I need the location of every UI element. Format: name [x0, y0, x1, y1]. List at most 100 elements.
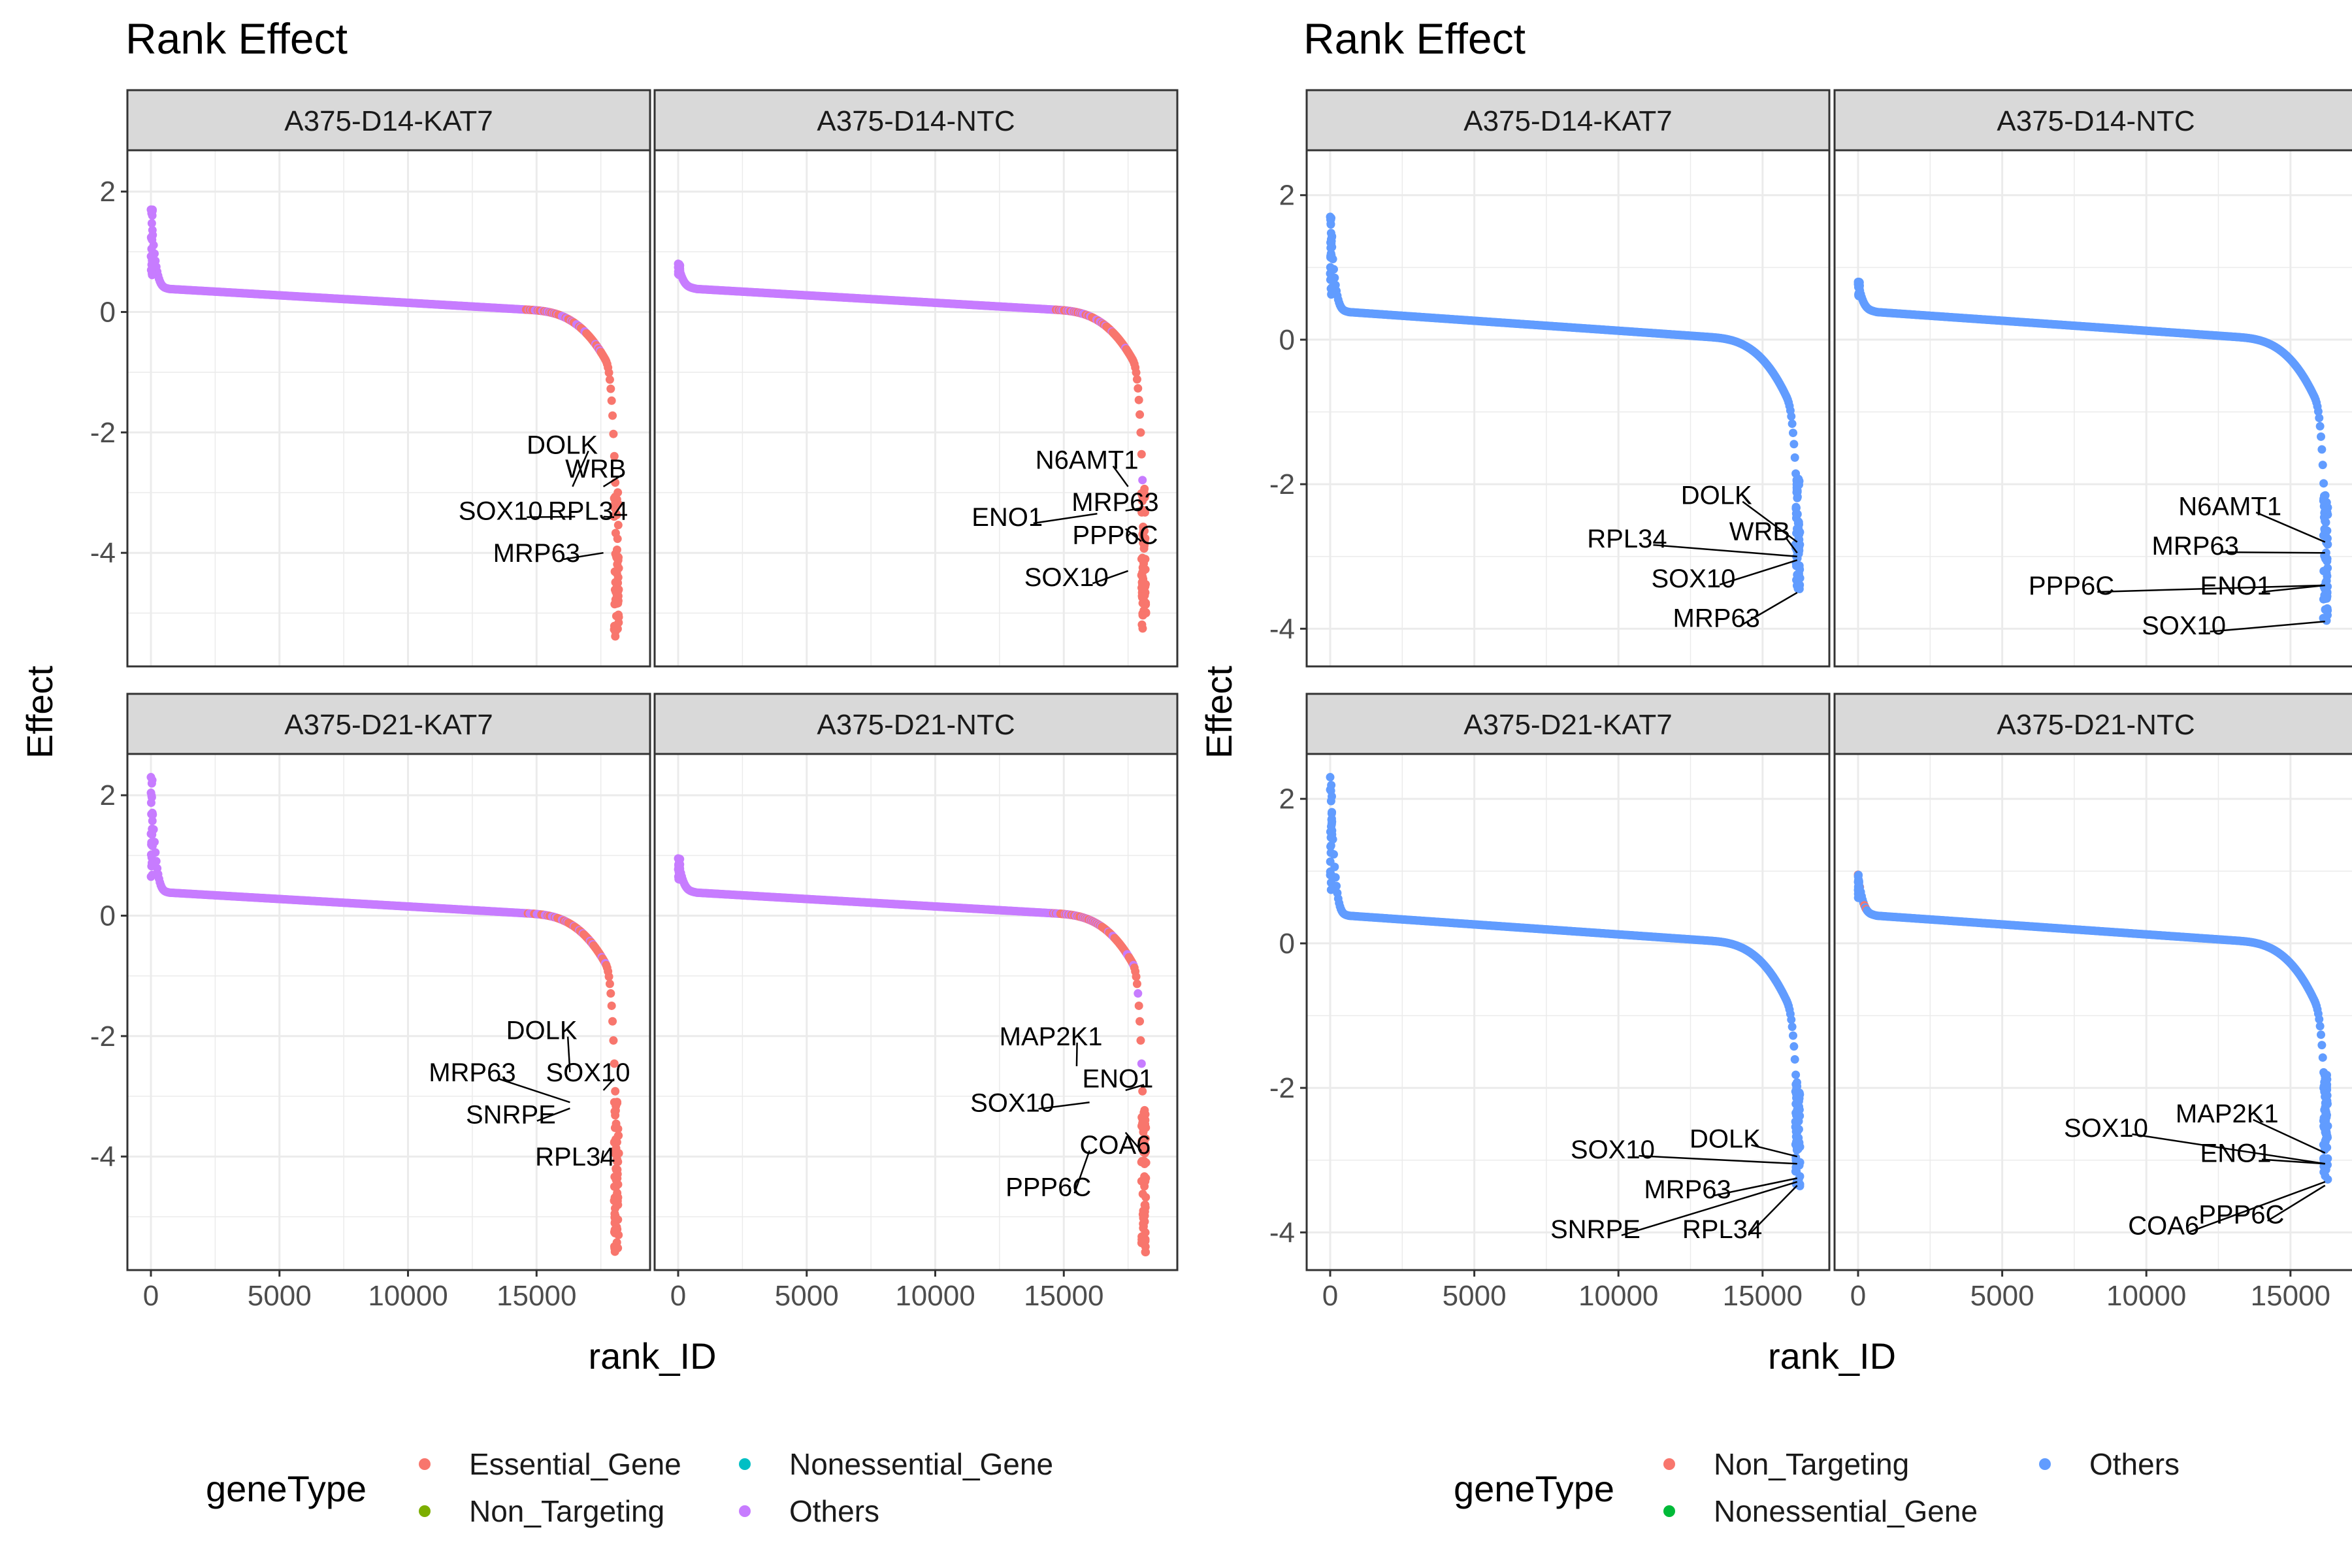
annotation-leader	[2221, 551, 2325, 554]
annotation-label: WRB	[1729, 517, 1790, 546]
point	[610, 451, 619, 461]
point	[674, 259, 683, 269]
point	[1132, 368, 1141, 377]
annotation-leader	[2261, 584, 2325, 593]
gene-annotation: PPP6C	[1005, 1150, 1091, 1201]
point	[612, 1144, 621, 1153]
point	[1792, 1137, 1801, 1147]
x-tick-label: 0	[143, 1280, 159, 1312]
facet-strip-label: A375-D14-KAT7	[1463, 105, 1673, 137]
point	[1141, 565, 1150, 574]
point	[611, 1211, 620, 1220]
gene-annotation: MRP63	[493, 539, 604, 568]
gene-annotation: MRP63	[2152, 532, 2325, 561]
gene-annotation: SOX10	[970, 1088, 1090, 1117]
point	[2321, 595, 2330, 604]
point	[1787, 412, 1796, 421]
point	[1136, 1036, 1145, 1045]
y-tick-label: -2	[90, 1021, 116, 1053]
annotation-leader	[536, 1107, 570, 1122]
panel-background	[127, 754, 650, 1270]
annotation-label: RPL34	[548, 497, 628, 526]
gene-annotation: RPL34	[1587, 525, 1797, 557]
legend-label: Non_Targeting	[469, 1494, 664, 1528]
annotation-label: MRP63	[1071, 488, 1158, 517]
point	[1139, 611, 1148, 620]
point	[607, 1001, 616, 1010]
panel-background	[1307, 754, 1829, 1270]
y-axis-label: Effect	[1198, 665, 1239, 759]
point	[610, 1204, 619, 1213]
point	[148, 253, 157, 263]
point	[2316, 432, 2325, 441]
annotation-label: WRB	[565, 455, 626, 483]
annotation-leader	[1125, 1084, 1145, 1092]
annotation-leader	[1742, 500, 1798, 543]
point	[2321, 548, 2330, 557]
annotation-leader	[1092, 570, 1129, 585]
panel-border	[126, 149, 651, 668]
point	[2320, 498, 2329, 507]
annotation-label: SNRPE	[466, 1101, 556, 1130]
point	[1792, 524, 1801, 533]
point	[2319, 479, 2328, 488]
y-tick-label: 2	[100, 176, 116, 208]
point	[613, 499, 622, 508]
y-tick-label: 0	[1279, 324, 1295, 356]
annotation-label: SOX10	[1024, 563, 1109, 592]
point	[1134, 384, 1143, 393]
gene-annotation: WRB	[565, 455, 626, 487]
point	[1794, 1096, 1803, 1105]
panel-background	[1835, 754, 2352, 1270]
gene-annotation: SNRPE	[1550, 1181, 1798, 1244]
annotation-label: ENO1	[1082, 1064, 1153, 1093]
point	[147, 779, 156, 788]
point	[611, 627, 620, 636]
annotation-label: MRP63	[493, 539, 580, 568]
gene-annotation: DOLK	[506, 1017, 578, 1073]
annotation-leader	[1748, 1184, 1798, 1236]
y-axis-label: Effect	[19, 665, 60, 759]
point	[610, 1123, 619, 1132]
annotation-label: RPL34	[535, 1143, 615, 1171]
point	[612, 510, 621, 519]
points-series	[674, 854, 1151, 1257]
point	[146, 798, 155, 808]
point	[147, 791, 156, 800]
point	[1135, 410, 1145, 419]
point	[612, 599, 621, 608]
gene-annotation: N6AMT1	[2178, 492, 2326, 543]
point	[1855, 289, 1864, 298]
annotation-leader	[2097, 584, 2323, 593]
point	[604, 368, 613, 377]
point	[1132, 979, 1141, 988]
point	[147, 853, 156, 862]
panel-background	[127, 150, 650, 666]
gene-annotation: ENO1	[972, 503, 1098, 532]
point	[147, 208, 156, 217]
point	[1134, 1001, 1143, 1010]
annotation-label: ENO1	[2200, 572, 2272, 600]
point	[147, 219, 156, 228]
x-tick-label: 5000	[248, 1280, 312, 1312]
y-tick-label: -2	[1269, 468, 1295, 500]
gene-annotation: PPP6C	[1072, 521, 1158, 550]
point	[2321, 581, 2330, 591]
y-tick-label: 0	[100, 900, 116, 932]
point	[606, 384, 615, 393]
point	[1327, 289, 1336, 299]
annotation-label: SOX10	[1571, 1135, 1655, 1164]
gene-annotation: RPL34	[1682, 1184, 1798, 1244]
point	[1137, 620, 1147, 629]
annotation-label: SOX10	[970, 1088, 1054, 1117]
point	[1326, 842, 1335, 851]
facet-panel: A375-D14-KAT7DOLKWRBRPL34SOX10MRP6320-2-…	[1269, 89, 1831, 668]
point	[1138, 572, 1147, 581]
point	[1140, 493, 1149, 502]
point	[1790, 453, 1799, 462]
y-tick-label: -4	[1269, 1217, 1295, 1249]
